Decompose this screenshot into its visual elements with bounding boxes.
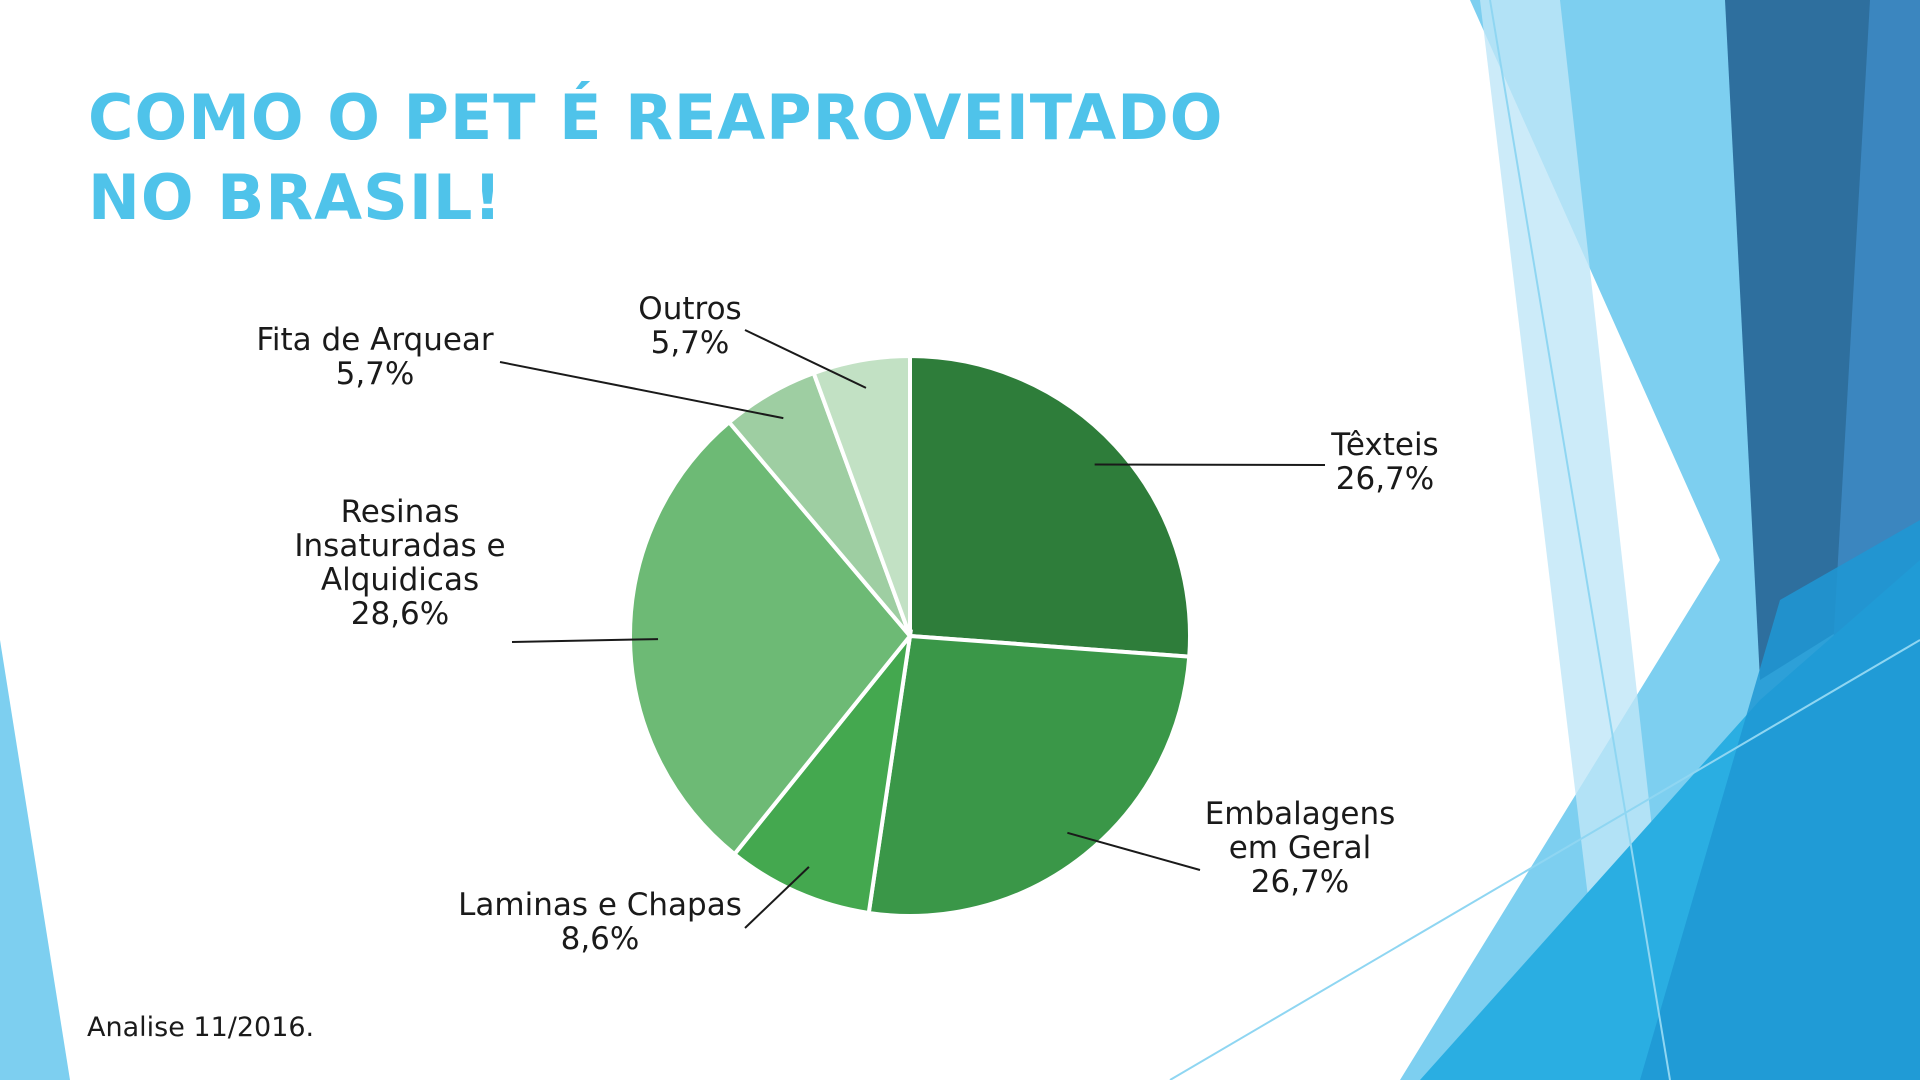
- pie-value-label-0: 26,7%: [1336, 461, 1434, 497]
- pie-category-label-1: Embalagens: [1205, 796, 1396, 832]
- pie-label-3: Resinas Insaturadas e Alquidicas 28,6%: [294, 494, 505, 632]
- pie-category-label-3: Insaturadas e: [294, 528, 505, 564]
- pie-value-label-1: 26,7%: [1251, 864, 1349, 900]
- pie-slice-5: [811, 353, 912, 637]
- pie-labels: Têxteis 26,7%Embalagens em Geral 26,7%Lamin…: [256, 291, 1438, 957]
- pie-value-label-5: 5,7%: [651, 325, 730, 361]
- source-note: Analise 11/2016.: [87, 1012, 315, 1043]
- pie-slices: [628, 353, 1192, 918]
- pie-leader-4: [499, 361, 784, 420]
- slide-title-line-1: COMO O PET É REAPROVEITADO: [88, 81, 1224, 154]
- slide-title: COMO O PET É REAPROVEITADO NO BRASIL!: [88, 78, 1223, 238]
- pie-leader-3: [511, 638, 659, 643]
- pie-slice-1: [866, 633, 1192, 918]
- pie-category-label-3: Alquidicas: [321, 562, 479, 598]
- deco-thin-line-2: [1169, 639, 1920, 1080]
- pie-leader-lines: [499, 329, 1326, 929]
- pie-value-label-3: 28,6%: [351, 596, 449, 632]
- pie-label-4: Fita de Arquear 5,7%: [256, 322, 494, 392]
- pie-leader-2: [744, 866, 810, 929]
- pie-label-2: Laminas e Chapas 8,6%: [458, 887, 742, 957]
- pie-category-label-3: Resinas: [341, 494, 460, 530]
- pie-leader-5: [744, 329, 867, 389]
- pie-leader-1: [1067, 831, 1201, 871]
- deco-thin-line-1: [1489, 0, 1671, 1080]
- pie-label-1: Embalagens em Geral 26,7%: [1205, 796, 1396, 900]
- pie-label-0: Têxteis 26,7%: [1330, 427, 1438, 497]
- pie-value-label-2: 8,6%: [561, 921, 640, 957]
- deco-mid-blue-panel: [1830, 0, 1920, 700]
- pie-category-label-5: Outros: [638, 291, 741, 327]
- pie-category-label-4: Fita de Arquear: [256, 322, 494, 358]
- pie-label-5: Outros 5,7%: [638, 291, 741, 361]
- pie-category-label-1: em Geral: [1229, 830, 1372, 866]
- deco-cyan-triangle: [1640, 520, 1920, 1080]
- pie-slice-2: [731, 629, 914, 916]
- pie-value-label-4: 5,7%: [336, 356, 415, 392]
- pie-slice-0: [908, 353, 1192, 659]
- pie-category-label-2: Laminas e Chapas: [458, 887, 742, 923]
- slide-title-line-2: NO BRASIL!: [88, 161, 503, 234]
- pie-category-label-0: Têxteis: [1330, 427, 1438, 463]
- deco-left-bottom-sliver: [0, 640, 70, 1080]
